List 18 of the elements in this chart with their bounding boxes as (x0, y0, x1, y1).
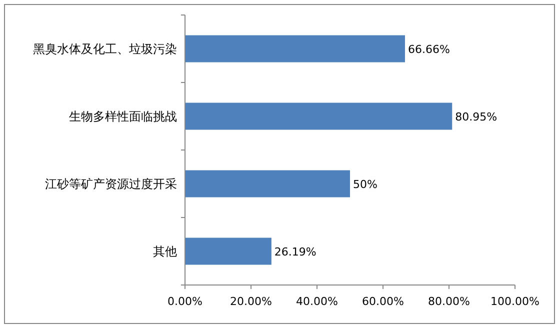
y-tick-label: 其他 (153, 244, 177, 258)
bar (185, 102, 452, 130)
data-label: 26.19% (274, 245, 316, 258)
bar (185, 35, 405, 62)
x-tick-label: 100.00% (490, 295, 540, 308)
x-tick-label: 80.00% (428, 295, 470, 308)
x-tick-label: 0.00% (168, 295, 202, 308)
x-tick-label: 60.00% (362, 295, 404, 308)
data-label: 66.66% (408, 42, 450, 56)
y-tick-label: 江砂等矿产资源过度开采 (45, 176, 177, 191)
bar (185, 170, 350, 198)
y-tick-label: 生物多样性面临挑战 (69, 109, 177, 124)
bar (185, 238, 272, 265)
data-label: 80.95% (455, 110, 498, 124)
x-tick-label: 40.00% (296, 295, 338, 308)
y-tick-label: 黑臭水体及化工、垃圾污染 (33, 42, 177, 56)
data-label: 50% (353, 178, 378, 191)
x-tick-label: 20.00% (230, 295, 272, 308)
